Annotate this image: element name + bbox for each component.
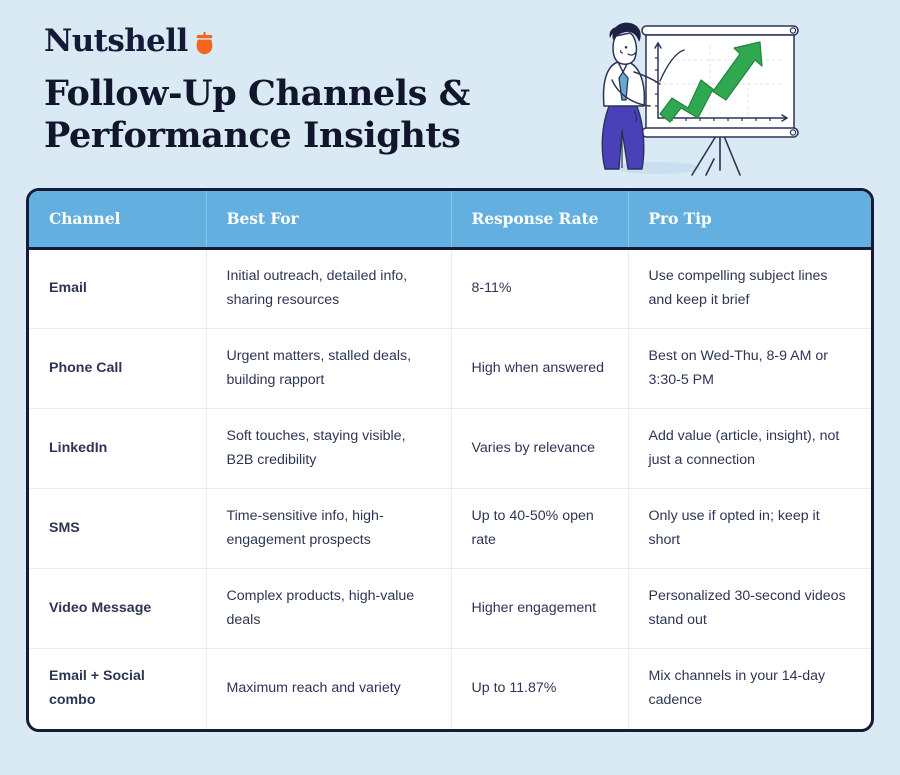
column-header-pro-tip[interactable]: Pro Tip [628,191,871,250]
cell-best-for: Initial outreach, detailed info, sharing… [206,248,452,329]
cell-response-rate: 8-11% [451,248,629,329]
follow-up-channels-table: Channel Best For Response Rate Pro Tip E… [29,191,871,729]
cell-best-for: Urgent matters, stalled deals, building … [206,328,452,409]
page-title-line-1: Follow-Up Channels & [44,73,470,114]
cell-channel: LinkedIn [29,408,207,489]
page-title-line-2: Performance Insights [44,114,461,156]
cell-channel: Email [29,248,207,329]
cell-channel: Video Message [29,568,207,649]
column-header-best-for[interactable]: Best For [206,191,452,250]
cell-channel: Email + Social combo [29,648,207,729]
table-header-row: Channel Best For Response Rate Pro Tip [29,191,871,250]
cell-pro-tip: Add value (article, insight), not just a… [628,408,871,489]
table-body: Email Initial outreach, detailed info, s… [29,248,871,729]
table-row: Phone Call Urgent matters, stalled deals… [29,328,871,409]
cell-pro-tip: Best on Wed-Thu, 8-9 AM or 3:30-5 PM [628,328,871,409]
channels-table-container: Channel Best For Response Rate Pro Tip E… [26,188,874,732]
cell-response-rate: Higher engagement [451,568,629,649]
cell-pro-tip: Only use if opted in; keep it short [628,488,871,569]
table-row: SMS Time-sensitive info, high-engagement… [29,488,871,569]
page-title: Follow-Up Channels & Performance Insight… [44,73,564,156]
table-row: Email Initial outreach, detailed info, s… [29,248,871,329]
cell-response-rate: Up to 40-50% open rate [451,488,629,569]
cell-channel: SMS [29,488,207,569]
table-header: Channel Best For Response Rate Pro Tip [29,191,871,250]
cell-pro-tip: Use compelling subject lines and keep it… [628,248,871,329]
cell-response-rate: High when answered [451,328,629,409]
brand-logo[interactable]: Nutshell [44,26,564,57]
brand-name: Nutshell [44,23,188,59]
acorn-icon [195,31,214,55]
businessman-presenting-chart-illustration [588,18,804,178]
cell-best-for: Complex products, high-value deals [206,568,452,649]
cell-best-for: Time-sensitive info, high-engagement pro… [206,488,452,569]
column-header-response-rate[interactable]: Response Rate [451,191,629,250]
cell-best-for: Maximum reach and variety [206,648,452,729]
page-header: Nutshell Follow-Up Channels & Performanc… [44,26,564,156]
cell-channel: Phone Call [29,328,207,409]
table-row: Video Message Complex products, high-val… [29,568,871,649]
cell-pro-tip: Personalized 30-second videos stand out [628,568,871,649]
cell-best-for: Soft touches, staying visible, B2B credi… [206,408,452,489]
table-row: Email + Social combo Maximum reach and v… [29,648,871,729]
cell-pro-tip: Mix channels in your 14-day cadence [648,668,826,708]
cell-response-rate: Up to 11.87% [451,648,629,729]
table-row: LinkedIn Soft touches, staying visible, … [29,408,871,489]
cell-response-rate: Varies by relevance [451,408,629,489]
column-header-channel[interactable]: Channel [29,191,207,250]
